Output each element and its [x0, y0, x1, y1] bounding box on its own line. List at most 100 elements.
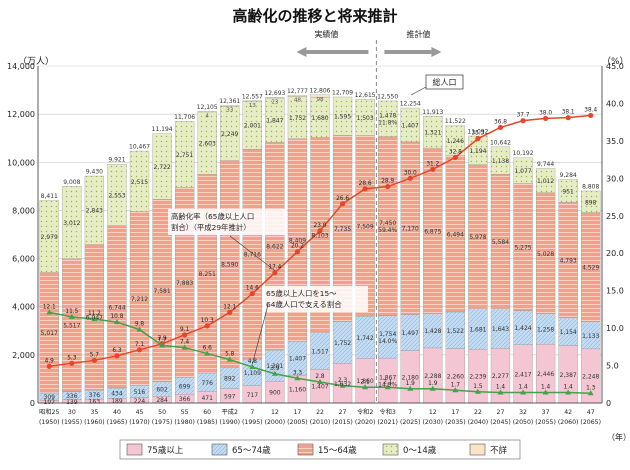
segment-value-label: 951 — [562, 188, 574, 195]
estimate-arrowhead — [431, 47, 442, 57]
segment-value-label: 1,109 — [244, 370, 261, 377]
x-era-label: 37 — [542, 409, 550, 416]
x-era-label: 27 — [339, 409, 347, 416]
x-era-label: 40 — [113, 409, 121, 416]
x-year-label: (1995) — [242, 419, 263, 426]
x-year-label: (1960) — [84, 419, 105, 426]
aging-rate-label: 7.1 — [135, 342, 145, 348]
aging-rate-label: 5.7 — [90, 352, 100, 358]
aging-rate-label: 12.1 — [223, 304, 236, 310]
segment-value-label: 2,001 — [244, 123, 261, 130]
bar-segment — [84, 175, 105, 245]
legend-label: 15〜64歳 — [318, 445, 357, 456]
segment-value-label: 2,446 — [537, 371, 554, 378]
total-value-label: 11,522 — [445, 118, 466, 125]
segment-value-label: 1,138 — [492, 158, 509, 165]
aging-rate-point — [452, 154, 458, 160]
support-ratio-point — [136, 326, 143, 332]
total-value-label: 12,615 — [355, 92, 376, 99]
segment-value-label: 1,407 — [402, 122, 419, 129]
segment-value-label: 1,133 — [582, 333, 599, 340]
total-value-label: 9,430 — [86, 169, 103, 176]
support-ratio-label: 11.5 — [65, 309, 78, 315]
segment-value-label: 1,407 — [311, 384, 328, 391]
aging-rate-point — [204, 323, 210, 329]
x-year-label: (2010) — [310, 419, 331, 426]
aging-rate-point — [272, 270, 278, 276]
bar-segment — [310, 94, 330, 98]
segment-value-label: 776 — [201, 380, 213, 387]
support-ratio-point — [565, 389, 572, 395]
bar-segment — [62, 186, 82, 259]
x-year-label: (2025) — [400, 419, 421, 426]
total-value-label: 11,913 — [422, 109, 443, 116]
total-value-label: 12,105 — [197, 104, 218, 111]
support-ratio-label: 2.1 — [383, 379, 393, 385]
segment-value-label: 2,603 — [199, 141, 216, 148]
aging-rate-label: 30.0 — [404, 170, 417, 176]
segment-value-label: 1,077 — [514, 168, 531, 175]
support-ratio-point — [68, 313, 75, 319]
total-value-label: 11,194 — [152, 126, 173, 133]
segment-value-label: 1,428 — [424, 328, 441, 335]
support-ratio-point — [520, 389, 527, 395]
x-era-label: 55 — [181, 409, 189, 416]
x-year-label: (2030) — [423, 419, 444, 426]
support-callout-text: 64歳人口で支える割合 — [266, 300, 342, 309]
rate-callout-text: 高齢化率（65歳以上人口 — [171, 212, 254, 221]
rate-callout-leader — [229, 235, 276, 271]
rate-callout-bg — [168, 209, 286, 235]
segment-value-label: 2,751 — [176, 152, 193, 159]
bar-segment — [265, 97, 285, 99]
right-tick-label: 20.0 — [606, 249, 624, 258]
x-era-label: 令和2 — [357, 408, 373, 416]
total-value-label: 10,642 — [490, 139, 511, 146]
aging-rate-label: 26.6 — [336, 196, 349, 202]
segment-value-label: 1,407 — [289, 356, 306, 363]
support-ratio-label: 10.8 — [110, 314, 123, 320]
segment-value-label: 2,277 — [492, 373, 509, 380]
support-ratio-label: 1.4 — [518, 385, 528, 391]
total-value-label: 8,808 — [582, 183, 599, 190]
aging-rate-point — [46, 363, 52, 369]
aging-rate-point — [182, 332, 188, 338]
unknown-value-label: 33 — [226, 107, 234, 113]
segment-value-label: 5,517 — [63, 323, 80, 330]
bar-segment — [558, 179, 578, 203]
rate-callout-text: 割合）（平成29年推計） — [171, 223, 251, 232]
segment-value-label: 5,028 — [537, 251, 554, 258]
segment-value-label: 2,260 — [447, 373, 464, 380]
support-ratio-point — [46, 309, 53, 315]
support-ratio-point — [474, 388, 481, 394]
support-ratio-label: 7.7 — [157, 337, 167, 343]
segment-value-label: 366 — [179, 396, 191, 403]
segment-value-label: 8,622 — [266, 244, 283, 251]
x-year-label: (2050) — [513, 419, 534, 426]
aging-rate-label: 14.6 — [246, 286, 259, 292]
segment-value-label: 224 — [134, 398, 146, 405]
right-tick-label: 5.0 — [606, 362, 619, 371]
segment-value-label: 8,103 — [311, 233, 328, 240]
segment-value-label: 139 — [66, 399, 78, 406]
x-era-label: 7 — [408, 409, 412, 416]
segment-value-label: 1,680 — [311, 115, 328, 122]
support-ratio-label: 12.1 — [43, 304, 56, 310]
segment-value-label: 8,409 — [289, 238, 306, 245]
support-ratio-label: 7.4 — [180, 340, 190, 346]
unknown-value-label: 48 — [294, 97, 302, 103]
segment-value-label: 1,160 — [289, 387, 306, 394]
aging-rate-point — [227, 309, 233, 315]
segment-value-label: 5,275 — [514, 245, 531, 252]
left-tick-label: 2,000 — [12, 351, 35, 360]
support-ratio-point — [452, 387, 459, 393]
total-value-label: 12,709 — [332, 89, 353, 96]
x-era-label: 17 — [451, 409, 459, 416]
chart-title: 高齢化の推移と将来推計 — [232, 7, 397, 25]
total-value-label: 12,550 — [377, 93, 398, 100]
total-value-label: 10,467 — [129, 144, 150, 151]
support-ratio-point — [159, 342, 166, 348]
support-ratio-point — [181, 344, 188, 350]
aging-rate-point — [520, 118, 526, 124]
